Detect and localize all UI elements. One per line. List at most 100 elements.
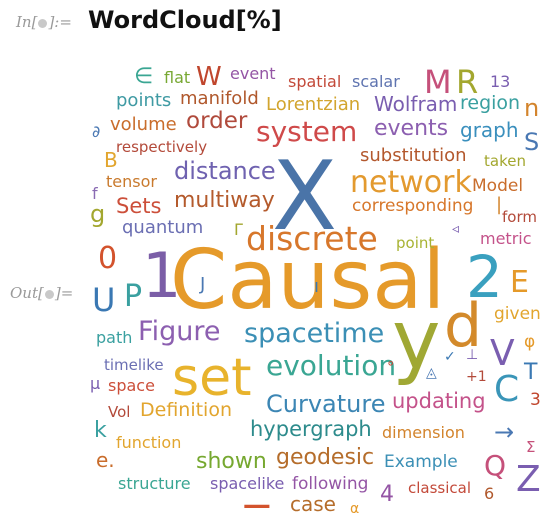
word-points: points	[116, 90, 172, 111]
word-U: U	[92, 281, 116, 319]
word-distance: distance	[174, 157, 276, 185]
word-B: B	[104, 148, 118, 172]
word-Definition: Definition	[140, 399, 233, 421]
word-multiway: multiway	[174, 188, 275, 213]
word-Curvature: Curvature	[266, 390, 386, 418]
cell-dot-icon	[38, 19, 48, 28]
word-updating: updating	[392, 389, 486, 413]
word-y: y	[392, 293, 441, 388]
word-corresponding: corresponding	[352, 196, 474, 216]
word-order: order	[186, 108, 248, 134]
word-Lorentzian: Lorentzian	[266, 94, 361, 115]
word-Z: Z	[516, 459, 541, 500]
left-triangle-icon: ◃	[452, 221, 460, 237]
word-X: X	[272, 142, 338, 252]
word-form: form	[502, 208, 537, 226]
word-plus-one: +1	[466, 369, 487, 385]
word-bar: |	[496, 194, 503, 215]
word-flat: flat	[164, 68, 191, 87]
word-manifold: manifold	[180, 88, 259, 109]
word-n: n	[524, 94, 540, 122]
input-code[interactable]: WordCloud[%]	[88, 6, 282, 34]
output-cell-label: Out[ ]=	[10, 284, 73, 302]
word-P: P	[124, 279, 143, 314]
word-dimension: dimension	[382, 423, 465, 442]
word-hypergraph: hypergraph	[250, 417, 372, 441]
word-spacelike: spacelike	[210, 474, 285, 493]
word-S: S	[524, 128, 540, 156]
word-1: 1	[142, 239, 182, 312]
word-4: 4	[380, 482, 394, 507]
word-Vol: Vol	[108, 403, 131, 421]
word-shown: shown	[196, 449, 267, 474]
word-alpha: α	[350, 501, 360, 517]
word-W: W	[196, 62, 222, 92]
word-space: space	[108, 376, 155, 395]
word-phi: φ	[524, 332, 536, 352]
output-label-prefix: Out[	[10, 284, 44, 302]
word-case: case	[290, 492, 336, 516]
word-mu: μ	[90, 374, 101, 393]
word-quantum: quantum	[122, 217, 204, 238]
word-Figure: Figure	[138, 316, 221, 347]
word-2: 2	[466, 243, 503, 311]
word-set: set	[172, 348, 252, 408]
word-volume: volume	[110, 114, 177, 135]
word-Model: Model	[472, 176, 524, 196]
word-R: R	[456, 63, 479, 101]
word-Gamma: Γ	[234, 220, 243, 239]
word-dotless-i: ı	[314, 276, 320, 297]
word-Sets: Sets	[116, 194, 162, 218]
word-causal: Causal	[170, 233, 446, 328]
word-geodesic: geodesic	[276, 445, 375, 470]
word-d: d	[444, 291, 483, 361]
word-function: function	[116, 433, 182, 452]
word-Example: Example	[384, 452, 458, 472]
word-partial: ∂	[92, 122, 101, 141]
word-C: C	[494, 369, 520, 410]
word-0: 0	[98, 241, 118, 276]
word-element: ∈	[134, 64, 154, 89]
word-path: path	[96, 328, 133, 347]
triangle-icon: ◬	[426, 365, 437, 381]
input-label-suffix: ]:=	[48, 13, 72, 31]
ring-icon: ∘	[386, 354, 396, 372]
word-structure: structure	[118, 474, 191, 493]
word-g: g	[90, 200, 106, 228]
word-Q: Q	[484, 449, 507, 482]
word-taken: taken	[484, 152, 526, 170]
word-events: events	[374, 116, 449, 141]
word-following: following	[292, 474, 369, 494]
output-label-suffix: ]=	[54, 284, 74, 302]
word-f: f	[92, 184, 98, 203]
word-spatial: spatial	[288, 72, 342, 91]
word-minus: −	[240, 483, 274, 529]
word-E: E	[510, 265, 529, 300]
word-event: event	[230, 64, 276, 83]
word-network: network	[350, 165, 472, 200]
check-icon: ✓	[444, 349, 456, 365]
word-evolution: evolution	[266, 349, 397, 382]
word-M: M	[424, 63, 452, 101]
word-T: T	[524, 360, 538, 385]
word-V: V	[490, 333, 515, 374]
word-e: e.	[96, 448, 115, 472]
arrow-right-icon: →	[494, 418, 515, 446]
word-tensor: tensor	[106, 172, 157, 191]
word-substitution: substitution	[360, 145, 467, 166]
word-system: system	[256, 115, 358, 148]
word-spacetime: spacetime	[244, 318, 385, 349]
word-discrete: discrete	[246, 219, 378, 258]
word-scalar: scalar	[352, 72, 400, 91]
word-graph: graph	[460, 118, 519, 142]
word-respectively: respectively	[116, 138, 208, 156]
perp-icon: ⊥	[466, 347, 479, 363]
word-J: J	[200, 274, 206, 295]
word-Wolfram: Wolfram	[374, 92, 458, 116]
word-6: 6	[484, 484, 495, 503]
word-k: k	[94, 418, 107, 443]
word-region: region	[460, 92, 521, 114]
word-13: 13	[490, 72, 511, 91]
word-metric: metric	[480, 229, 532, 248]
